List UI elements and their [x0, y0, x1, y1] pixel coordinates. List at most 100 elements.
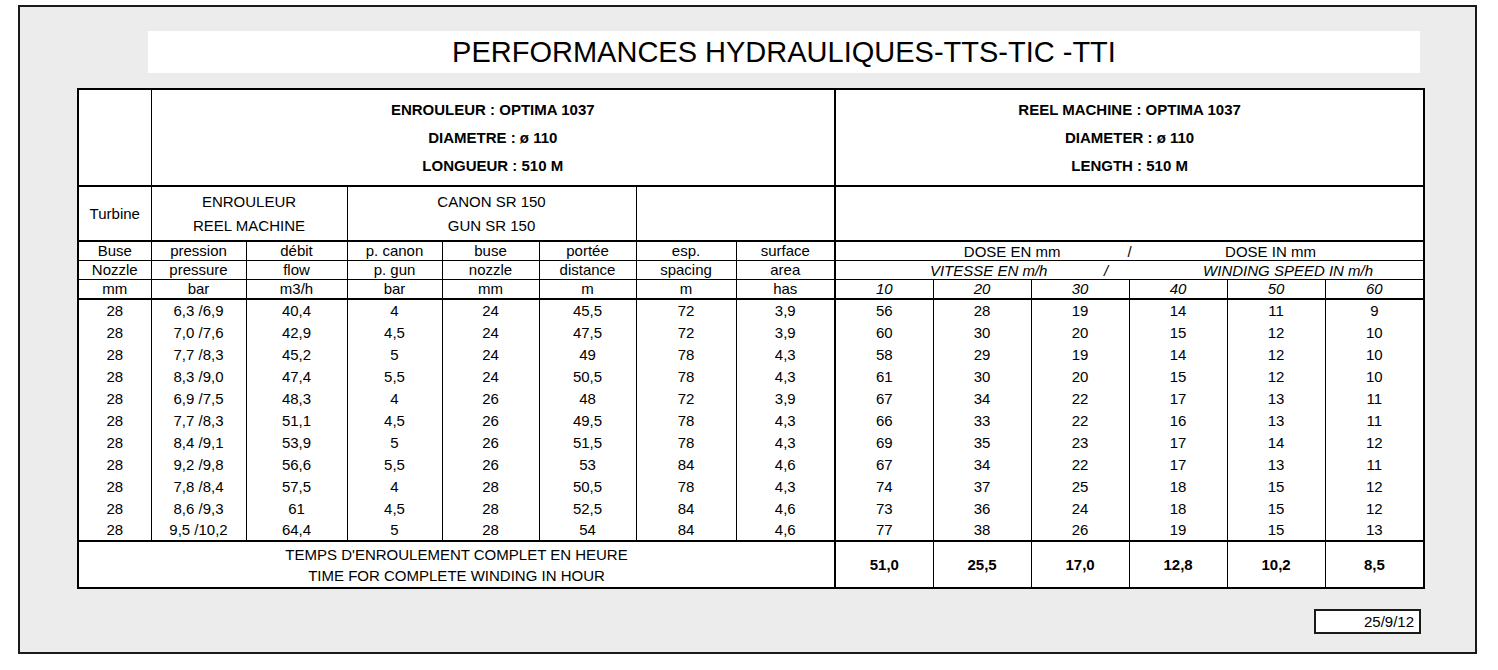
cell: 8,3 /9,0 [151, 365, 246, 387]
cell: 28 [78, 409, 151, 431]
cell: 35 [933, 431, 1031, 453]
cell: 52,5 [539, 497, 636, 519]
cell: 28 [442, 497, 539, 519]
cell: 30 [933, 321, 1031, 343]
cell: 15 [1227, 475, 1325, 497]
cell: 72 [636, 321, 736, 343]
cell: 48,3 [246, 387, 347, 409]
cell: 28 [78, 497, 151, 519]
table-row: 287,7 /8,345,252449784,3582919141210 [78, 343, 1424, 365]
cell: 49 [539, 343, 636, 365]
cell: 24 [442, 365, 539, 387]
cell: 12 [1227, 321, 1325, 343]
machine-name-en: REEL MACHINE : OPTIMA 1037 [836, 96, 1423, 124]
cell: 19 [1031, 299, 1129, 321]
cell: 3,9 [736, 299, 835, 321]
cell: 3,9 [736, 387, 835, 409]
cell: 15 [1227, 497, 1325, 519]
cell: 56 [835, 299, 933, 321]
cell: 58 [835, 343, 933, 365]
cell: surface [736, 241, 835, 260]
cell: 28 [78, 321, 151, 343]
winding-time-label-en: TIME FOR COMPLETE WINDING IN HOUR [79, 565, 834, 586]
cell: 17 [1129, 387, 1227, 409]
cell: 26 [442, 409, 539, 431]
cell: 15 [1129, 365, 1227, 387]
cell: 51,5 [539, 431, 636, 453]
cell: esp. [636, 241, 736, 260]
cell: 5,5 [347, 453, 442, 475]
cell: 66 [835, 409, 933, 431]
cell: pression [151, 241, 246, 260]
turbine-label: Turbine [78, 186, 151, 241]
cell: 4 [347, 299, 442, 321]
table-row: 286,9 /7,548,342648723,9673422171311 [78, 387, 1424, 409]
performance-table: ENROULEUR : OPTIMA 1037 DIAMETRE : ø 110… [77, 88, 1425, 589]
cell: 49,5 [539, 409, 636, 431]
machine-info-fr: ENROULEUR : OPTIMA 1037 DIAMETRE : ø 110… [151, 89, 835, 186]
cell: 4,6 [736, 519, 835, 541]
dose-label-en: DOSE IN mm [1225, 242, 1316, 259]
cell: 4,3 [736, 343, 835, 365]
machine-diameter-en: DIAMETER : ø 110 [836, 124, 1423, 152]
cell: 15 [1227, 519, 1325, 541]
cell: area [736, 260, 835, 279]
cell: 29 [933, 343, 1031, 365]
cell: 12 [1325, 497, 1424, 519]
cell: 9 [1325, 299, 1424, 321]
cell: 4,3 [736, 409, 835, 431]
cell: 37 [933, 475, 1031, 497]
cell: 24 [1031, 497, 1129, 519]
cell: 4,6 [736, 497, 835, 519]
cell: 25 [1031, 475, 1129, 497]
cell: 6,3 /6,9 [151, 299, 246, 321]
cell: 84 [636, 453, 736, 475]
group-gun-en: GUN SR 150 [348, 214, 636, 238]
cell: 28 [78, 519, 151, 541]
cell: 28 [78, 365, 151, 387]
cell: Nozzle [78, 260, 151, 279]
cell: 3,9 [736, 321, 835, 343]
cell: 4,5 [347, 497, 442, 519]
cell: 11 [1325, 387, 1424, 409]
cell: 42,9 [246, 321, 347, 343]
cell: 77 [835, 519, 933, 541]
cell: 73 [835, 497, 933, 519]
empty-cell [835, 186, 1424, 241]
cell: 25,5 [933, 541, 1031, 588]
cell: 34 [933, 387, 1031, 409]
cell: 11 [1325, 409, 1424, 431]
cell: 13 [1227, 453, 1325, 475]
cell: 4,5 [347, 409, 442, 431]
cell: 7,8 /8,4 [151, 475, 246, 497]
cell: Buse [78, 241, 151, 260]
cell: 61 [246, 497, 347, 519]
cell: m [539, 279, 636, 299]
gun-group-header: CANON SR 150 GUN SR 150 [347, 186, 636, 241]
cell: 26 [442, 431, 539, 453]
cell: 5 [347, 431, 442, 453]
cell: 28 [442, 475, 539, 497]
cell: flow [246, 260, 347, 279]
cell: 72 [636, 299, 736, 321]
cell: 18 [1129, 497, 1227, 519]
cell: 78 [636, 475, 736, 497]
cell: 33 [933, 409, 1031, 431]
cell: 20 [1031, 365, 1129, 387]
title-bar: PERFORMANCES HYDRAULIQUES-TTS-TIC -TTI [148, 31, 1420, 73]
cell: 30 [1031, 279, 1129, 299]
cell: pressure [151, 260, 246, 279]
cell: 38 [933, 519, 1031, 541]
cell: 17 [1129, 431, 1227, 453]
cell: 11 [1227, 299, 1325, 321]
cell: 20 [933, 279, 1031, 299]
cell: 17,0 [1031, 541, 1129, 588]
cell: 14 [1129, 343, 1227, 365]
table-row: 288,4 /9,153,952651,5784,3693523171412 [78, 431, 1424, 453]
cell: 61 [835, 365, 933, 387]
cell: 57,5 [246, 475, 347, 497]
cell: 4 [347, 475, 442, 497]
cell: 72 [636, 387, 736, 409]
column-headers-en: Nozzlepressureflowp. gunnozzledistancesp… [78, 260, 1424, 279]
table-row: 289,5 /10,264,452854844,6773826191513 [78, 519, 1424, 541]
